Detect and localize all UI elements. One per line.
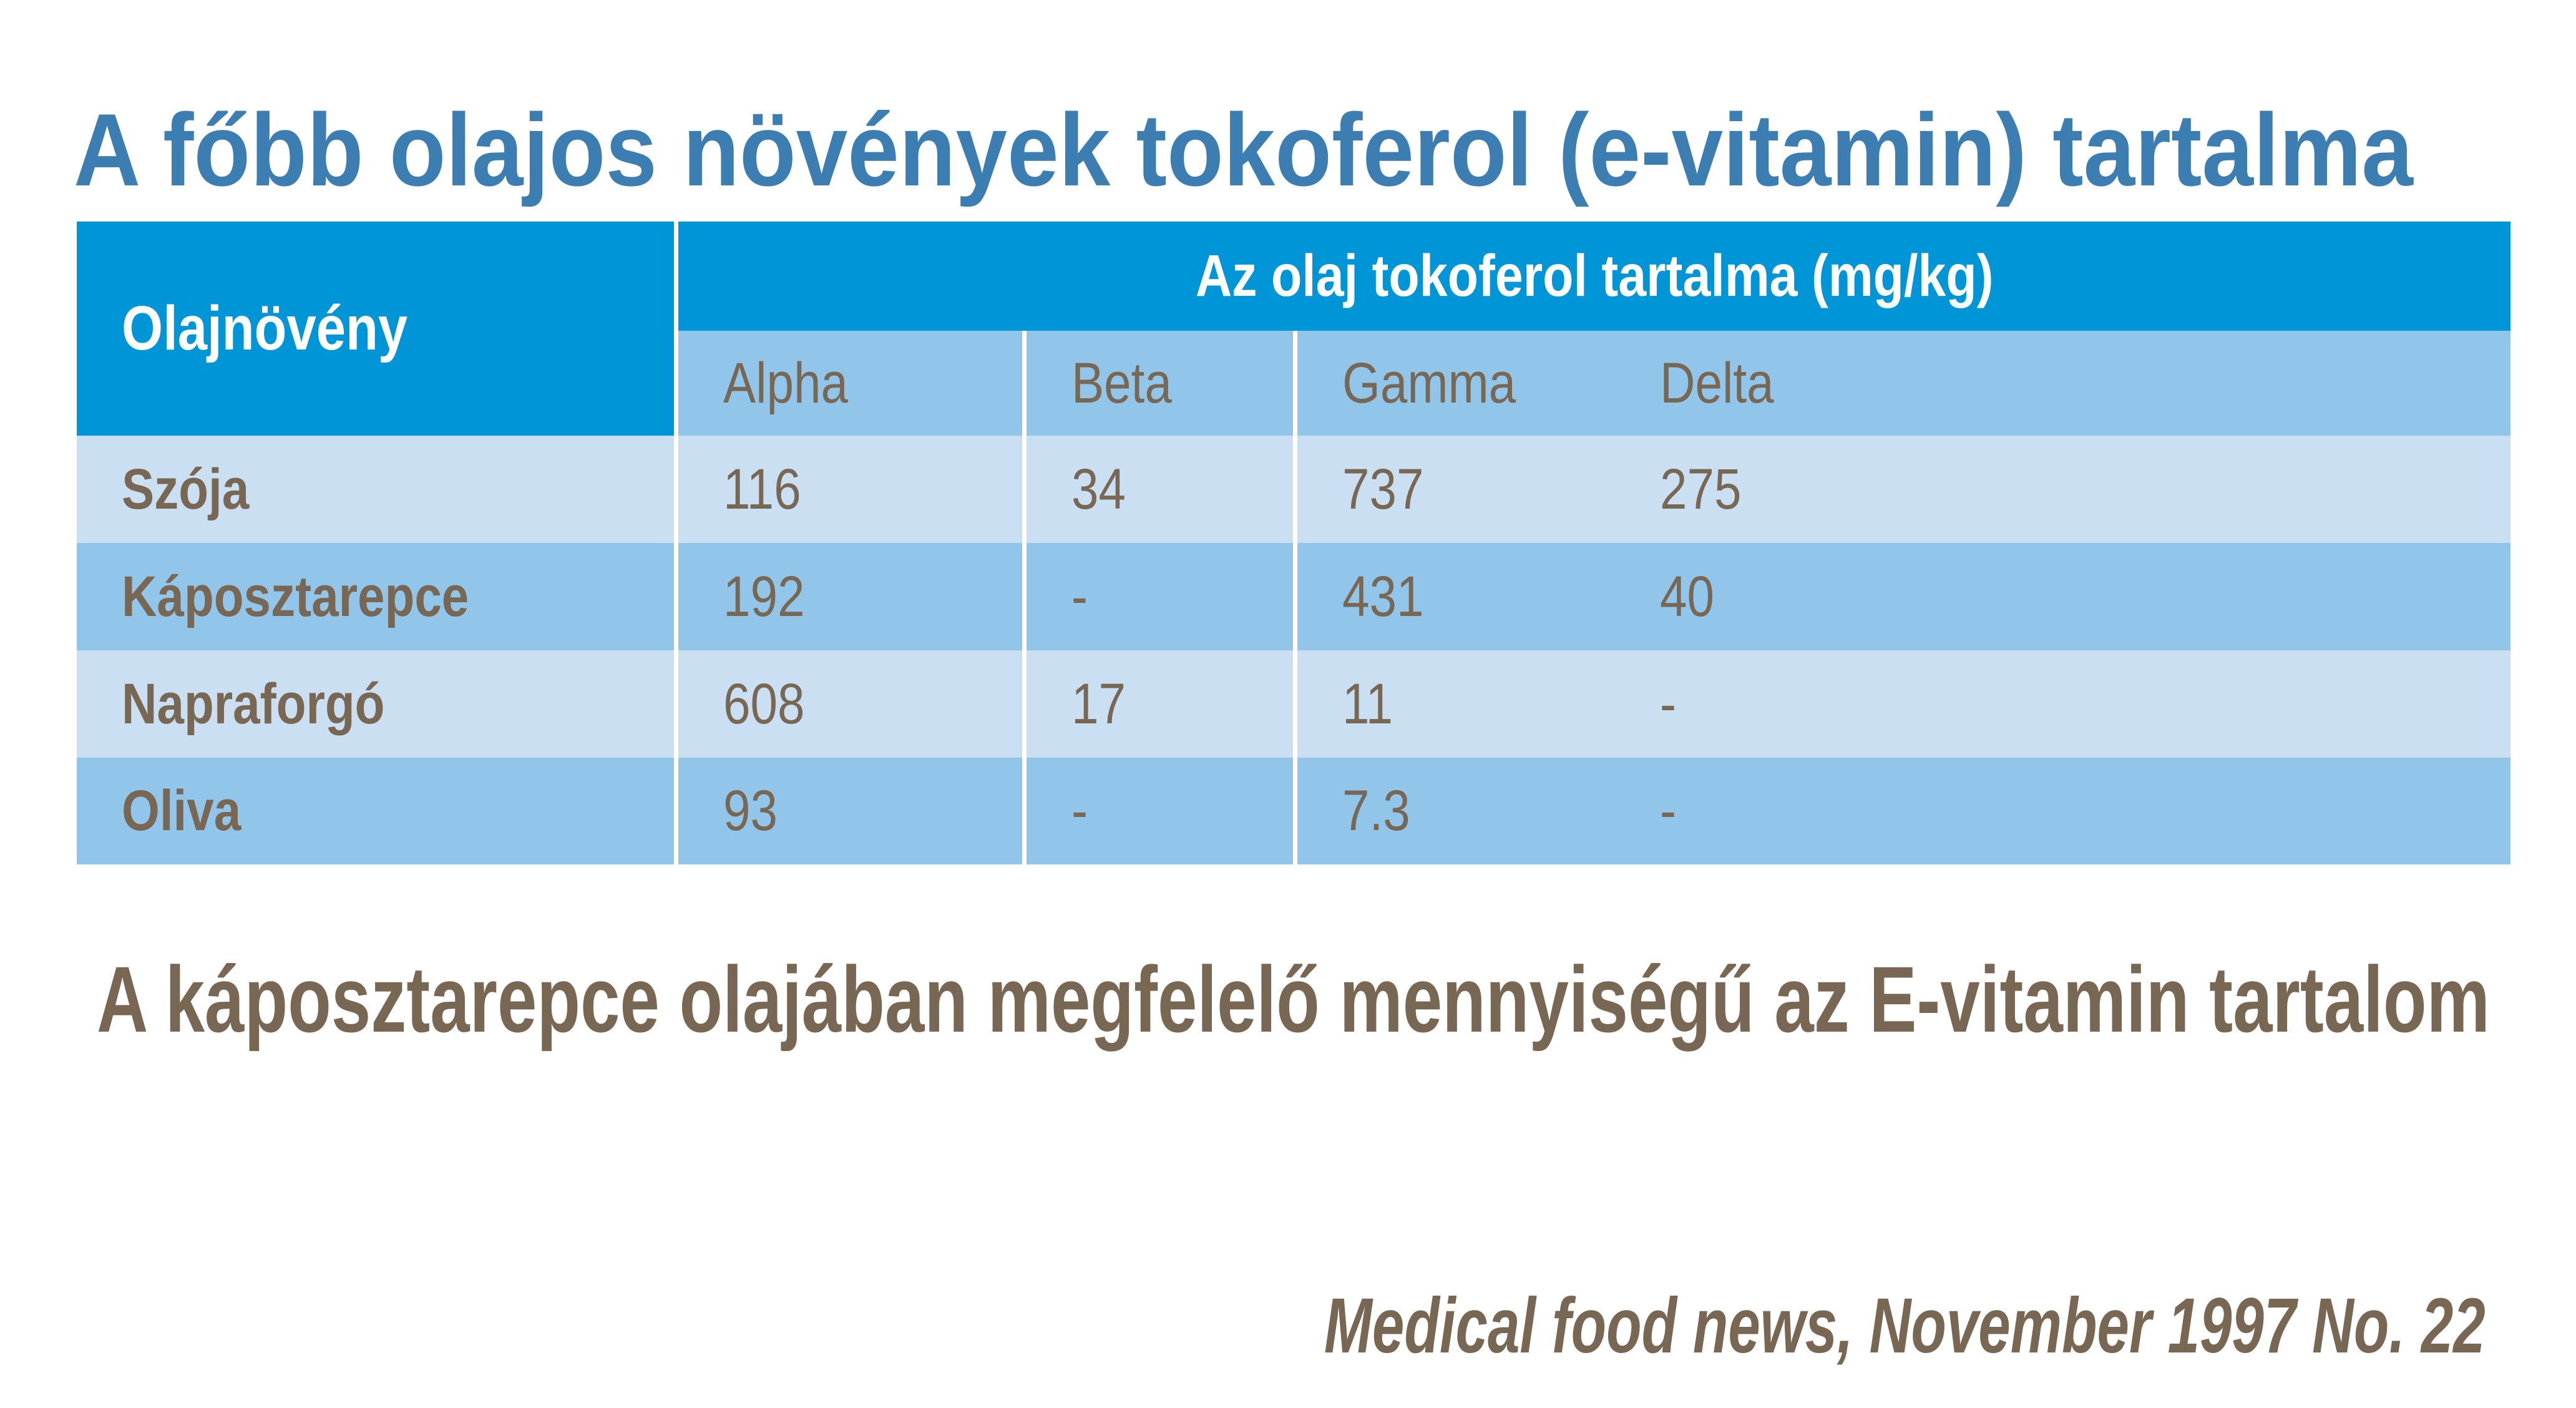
- cell-kaposztarepce-beta: -: [1027, 543, 1297, 650]
- cell-szoja-alpha: 116: [678, 436, 1027, 543]
- row-label-kaposztarepce: Káposztarepce: [77, 543, 678, 650]
- page-title: A főbb olajos növények tokoferol (e-vita…: [74, 92, 2576, 207]
- cell-napraforgo-delta: -: [1660, 650, 2510, 758]
- source-citation: Medical food news, November 1997 No. 22: [1324, 1283, 2486, 1369]
- group-header-cell: Az olaj tokoferol tartalma (mg/kg): [678, 222, 2510, 331]
- row-label-oliva: Oliva: [77, 758, 678, 864]
- cell-napraforgo-beta: 17: [1027, 650, 1297, 758]
- cell-oliva-beta: -: [1027, 758, 1297, 864]
- row-header-label-cell: Olajnövény: [77, 222, 678, 436]
- cell-napraforgo-gamma: 11: [1297, 650, 1660, 758]
- cell-oliva-gamma: 7.3: [1297, 758, 1660, 864]
- cell-kaposztarepce-alpha: 192: [678, 543, 1027, 650]
- tocopherol-table: Olajnövény Az olaj tokoferol tartalma (m…: [77, 222, 2510, 864]
- column-header-alpha: Alpha: [678, 331, 1027, 436]
- row-label-szoja: Szója: [77, 436, 678, 543]
- cell-szoja-delta: 275: [1660, 436, 2510, 543]
- cell-oliva-alpha: 93: [678, 758, 1027, 864]
- row-label-napraforgo: Napraforgó: [77, 650, 678, 758]
- column-header-gamma: Gamma: [1297, 331, 1660, 436]
- column-header-beta: Beta: [1027, 331, 1297, 436]
- cell-napraforgo-alpha: 608: [678, 650, 1027, 758]
- cell-szoja-beta: 34: [1027, 436, 1297, 543]
- cell-kaposztarepce-gamma: 431: [1297, 543, 1660, 650]
- cell-kaposztarepce-delta: 40: [1660, 543, 2510, 650]
- column-header-delta: Delta: [1660, 331, 2510, 436]
- page-title-text: A főbb olajos növények tokoferol (e-vita…: [74, 92, 2413, 207]
- cell-oliva-delta: -: [1660, 758, 2510, 864]
- caption: A káposztarepce olajában megfelelő menny…: [97, 947, 2490, 1052]
- cell-szoja-gamma: 737: [1297, 436, 1660, 543]
